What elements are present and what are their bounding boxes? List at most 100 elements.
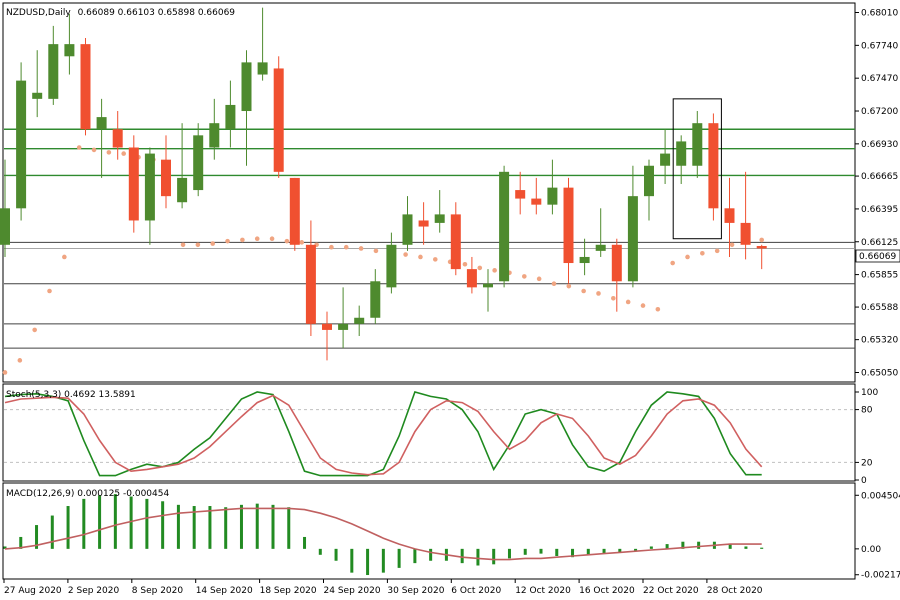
psar-dot [670, 260, 675, 266]
price-panel [2, 2, 856, 383]
bull-candle [547, 187, 558, 205]
macd-histogram-bar [665, 544, 669, 549]
bull-candle [144, 153, 155, 221]
bull-candle [370, 281, 381, 318]
stoch-panel [2, 383, 856, 482]
bull-candle [16, 80, 27, 209]
psar-dot [462, 261, 468, 267]
macd-histogram-bar [255, 503, 259, 549]
psar-dot [596, 291, 601, 296]
x-tick-label: 2 Sep 2020 [68, 586, 120, 596]
bull-candle [354, 317, 365, 324]
macd-histogram-bar [728, 544, 732, 549]
bear-candle [80, 44, 91, 130]
price-tick-label: 0.65050 [861, 368, 898, 378]
macd-histogram-bar [586, 548, 590, 555]
bull-candle [499, 171, 510, 282]
x-tick-label: 22 Oct 2020 [643, 586, 699, 596]
macd-histogram-bar [287, 507, 291, 549]
macd-histogram-bar [98, 495, 102, 549]
bear-candle [756, 246, 767, 249]
macd-histogram-bar [413, 548, 417, 564]
bear-candle [563, 187, 574, 264]
macd-histogram-bar [555, 548, 559, 556]
macd-histogram-bar [366, 548, 370, 576]
x-tick-label: 18 Sep 2020 [260, 586, 317, 596]
bear-candle [450, 214, 461, 270]
price-panel-title: NZDUSD,Daily 0.66089 0.66103 0.65898 0.6… [6, 8, 235, 18]
macd-histogram-bar [618, 548, 622, 553]
macd-histogram-bar [507, 548, 511, 559]
macd-histogram-bar [334, 548, 338, 561]
bear-candle [724, 208, 735, 223]
x-tick-label: 14 Sep 2020 [196, 586, 253, 596]
macd-histogram-bar [350, 548, 354, 573]
highlight-box [672, 98, 722, 240]
macd-histogram-bar [744, 546, 748, 549]
bull-candle [627, 196, 638, 282]
macd-histogram-bar [50, 515, 54, 549]
macd-histogram-bar [397, 548, 401, 568]
macd-histogram-bar [602, 548, 606, 554]
macd-histogram-bar [760, 547, 764, 549]
macd-histogram-bar [19, 536, 23, 549]
bear-candle [273, 68, 284, 172]
psar-dot [432, 257, 438, 262]
macd-histogram-bar [82, 498, 86, 549]
bull-candle [193, 135, 204, 191]
bear-candle [112, 129, 123, 148]
psar-dot [195, 242, 201, 248]
stoch-tick-label: 80 [861, 406, 873, 416]
stoch-tick-label: 20 [861, 458, 873, 468]
psar-dot [625, 299, 631, 305]
bear-candle [531, 198, 542, 205]
psar-dot [62, 254, 67, 260]
bear-candle [128, 147, 139, 221]
bear-candle [708, 123, 719, 209]
psar-dot [32, 327, 37, 333]
bull-candle [48, 44, 59, 99]
stoch-signal-line [4, 394, 763, 476]
macd-histogram-bar [113, 494, 117, 549]
bear-candle [740, 222, 751, 245]
bull-candle [386, 244, 397, 288]
psar-dot [121, 151, 126, 156]
bear-candle [611, 244, 622, 282]
bull-candle [579, 256, 590, 264]
psar-dot [2, 370, 8, 375]
bull-candle [177, 177, 188, 203]
psar-dot [551, 281, 557, 287]
bull-candle [595, 244, 606, 251]
macd-histogram-bar [381, 548, 385, 573]
macd-tick-label: 0.00 [861, 545, 881, 555]
bull-candle [402, 214, 413, 245]
bull-candle [338, 323, 349, 330]
symbol-label: NZDUSD,Daily [6, 8, 71, 18]
macd-title: MACD(12,26,9) 0.000125 -0.000454 [6, 489, 169, 499]
macd-histogram-bar [318, 548, 322, 555]
x-tick-label: 8 Sep 2020 [132, 586, 184, 596]
price-tick-label: 0.65320 [861, 336, 898, 346]
psar-dot [329, 244, 334, 250]
price-tick-label: 0.66395 [861, 205, 898, 215]
x-tick-label: 30 Sep 2020 [387, 586, 444, 596]
bull-candle [96, 117, 107, 130]
price-tick-label: 0.65588 [861, 303, 898, 313]
macd-histogram-bar [271, 504, 275, 549]
bull-candle [225, 104, 236, 130]
psar-dot [210, 241, 216, 246]
stoch-tick-label: 100 [861, 388, 878, 398]
price-tick-label: 0.66930 [861, 140, 898, 150]
price-tick-label: 0.66665 [861, 172, 898, 182]
psar-dot [299, 240, 305, 245]
macd-histogram-bar [492, 548, 496, 565]
macd-histogram-bar [523, 548, 527, 555]
psar-dot [76, 145, 82, 150]
bear-candle [322, 323, 332, 330]
psar-dot [729, 242, 735, 248]
psar-dot [47, 288, 52, 294]
x-tick-label: 6 Oct 2020 [451, 586, 501, 596]
bull-candle [64, 44, 75, 57]
psar-dot [611, 296, 616, 301]
psar-dot [581, 288, 586, 294]
